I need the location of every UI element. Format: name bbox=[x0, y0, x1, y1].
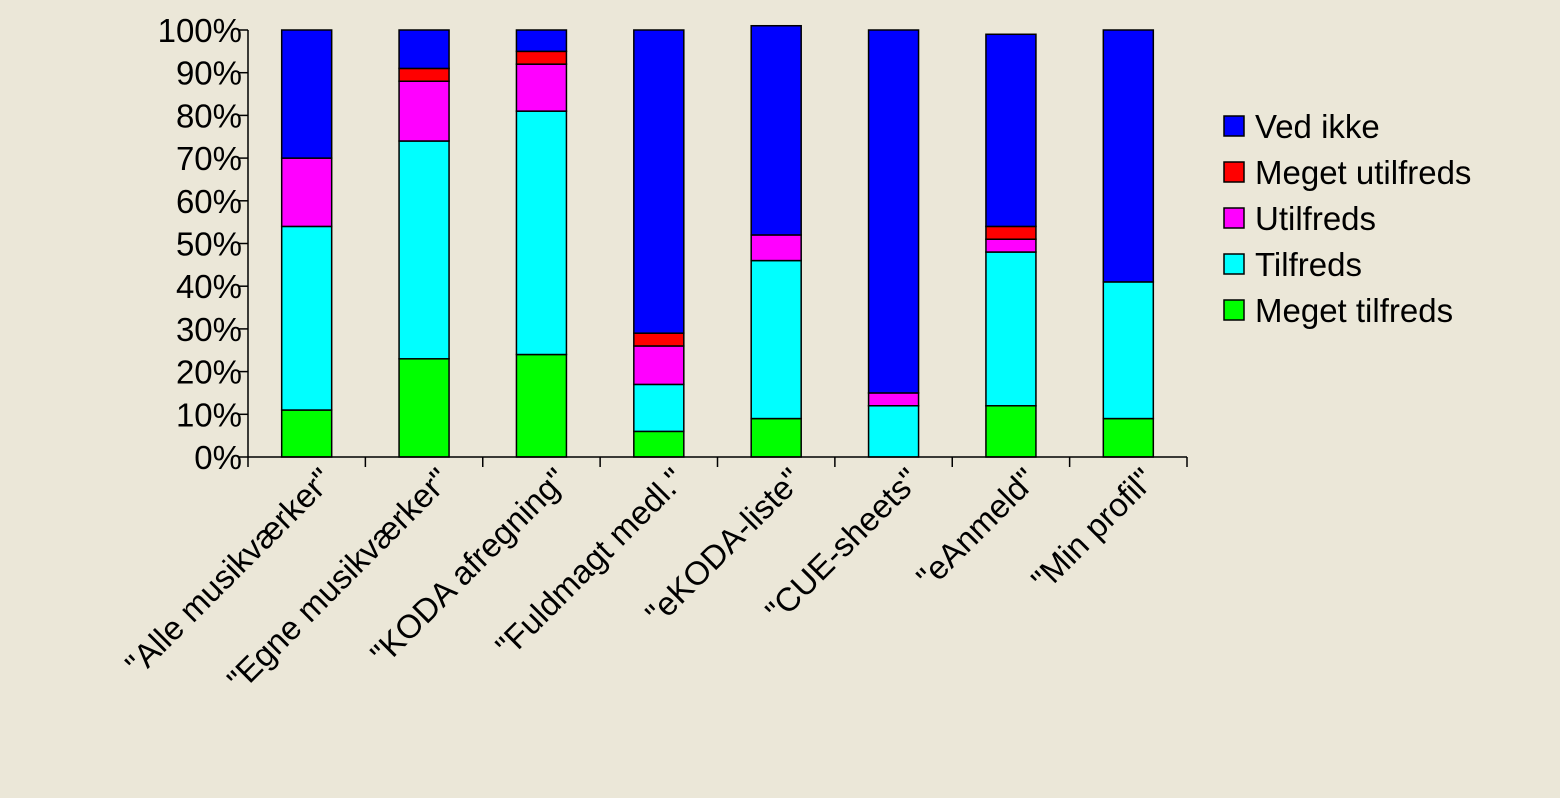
bar-segment-6-series-5 bbox=[867, 29, 920, 394]
legend-label: Meget tilfreds bbox=[1255, 292, 1453, 329]
x-tick-label: "eAnmeld" bbox=[909, 461, 1044, 596]
legend-item: Utilfreds bbox=[1223, 200, 1376, 237]
legend-label: Utilfreds bbox=[1255, 200, 1376, 237]
y-tick-label: 90% bbox=[176, 55, 242, 92]
legend: Ved ikke Meget utilfreds Utilfreds Tilfreds… bbox=[1223, 108, 1471, 329]
x-tick-label: "Egne musikværker" bbox=[220, 461, 457, 698]
bar-segment-3-series-2 bbox=[515, 110, 568, 356]
bar-segment-2-series-3 bbox=[398, 80, 450, 142]
bars-layer bbox=[280, 24, 1155, 458]
y-tick-label: 40% bbox=[176, 268, 242, 305]
x-tick-label: "Min profil" bbox=[1024, 461, 1161, 598]
y-tick-label: 30% bbox=[176, 311, 242, 348]
bar-segment-7-series-1 bbox=[985, 405, 1037, 458]
y-tick-label: 0% bbox=[194, 439, 242, 476]
bar-segment-8-series-1 bbox=[1102, 417, 1155, 458]
legend-item: Ved ikke bbox=[1223, 108, 1380, 145]
y-tick-label: 100% bbox=[158, 12, 242, 49]
bar-segment-7-series-4 bbox=[985, 225, 1037, 240]
legend-swatch bbox=[1223, 299, 1245, 321]
bar-segment-8-series-2 bbox=[1102, 281, 1155, 420]
y-tick-label: 10% bbox=[176, 396, 242, 433]
bar-segment-6-series-3 bbox=[867, 392, 920, 407]
y-tick-label: 70% bbox=[176, 140, 242, 177]
bar-segment-2-series-1 bbox=[398, 358, 450, 458]
bar-segment-1-series-3 bbox=[280, 157, 333, 228]
legend-item: Meget utilfreds bbox=[1223, 154, 1471, 191]
bar-segment-1-series-5 bbox=[280, 29, 333, 159]
legend-swatch bbox=[1223, 253, 1245, 275]
y-tick-label: 50% bbox=[176, 226, 242, 263]
bar-segment-1-series-2 bbox=[280, 225, 333, 411]
bar-segment-4-series-4 bbox=[633, 332, 685, 347]
y-tick-label: 80% bbox=[176, 97, 242, 134]
bar-segment-5-series-3 bbox=[750, 234, 802, 262]
x-tick-label: "Alle musikværker" bbox=[118, 461, 340, 683]
bar-segment-8-series-5 bbox=[1102, 29, 1155, 283]
bar-segment-7-series-2 bbox=[985, 251, 1037, 407]
bar-segment-3-series-4 bbox=[515, 50, 568, 65]
bar-segment-3-series-3 bbox=[515, 63, 568, 112]
bar-segment-4-series-5 bbox=[633, 29, 685, 334]
bar-segment-1-series-1 bbox=[280, 409, 333, 458]
bar-segment-4-series-3 bbox=[633, 345, 685, 386]
y-tick-label: 20% bbox=[176, 354, 242, 391]
bar-segment-5-series-5 bbox=[750, 24, 802, 236]
bar-segment-5-series-2 bbox=[750, 259, 802, 420]
legend-swatch bbox=[1223, 115, 1245, 137]
bar-segment-2-series-5 bbox=[398, 29, 450, 70]
bar-segment-6-series-2 bbox=[867, 405, 920, 458]
legend-swatch bbox=[1223, 207, 1245, 229]
bar-segment-3-series-1 bbox=[515, 353, 568, 458]
legend-item: Tilfreds bbox=[1223, 246, 1362, 283]
x-tick-label: "KODA afregning" bbox=[363, 461, 574, 672]
bar-segment-2-series-4 bbox=[398, 67, 450, 82]
bar-segment-2-series-2 bbox=[398, 140, 450, 360]
y-tick-label: 60% bbox=[176, 183, 242, 220]
bar-segment-5-series-1 bbox=[750, 417, 802, 458]
legend-label: Ved ikke bbox=[1255, 108, 1380, 145]
legend-label: Meget utilfreds bbox=[1255, 154, 1471, 191]
legend-item: Meget tilfreds bbox=[1223, 292, 1453, 329]
axes-layer bbox=[238, 29, 1188, 467]
bar-segment-3-series-5 bbox=[515, 29, 568, 53]
legend-swatch bbox=[1223, 161, 1245, 183]
legend-label: Tilfreds bbox=[1255, 246, 1362, 283]
bar-segment-7-series-5 bbox=[985, 33, 1037, 228]
bar-segment-4-series-1 bbox=[633, 430, 685, 458]
bar-segment-7-series-3 bbox=[985, 238, 1037, 253]
bar-segment-4-series-2 bbox=[633, 383, 685, 433]
